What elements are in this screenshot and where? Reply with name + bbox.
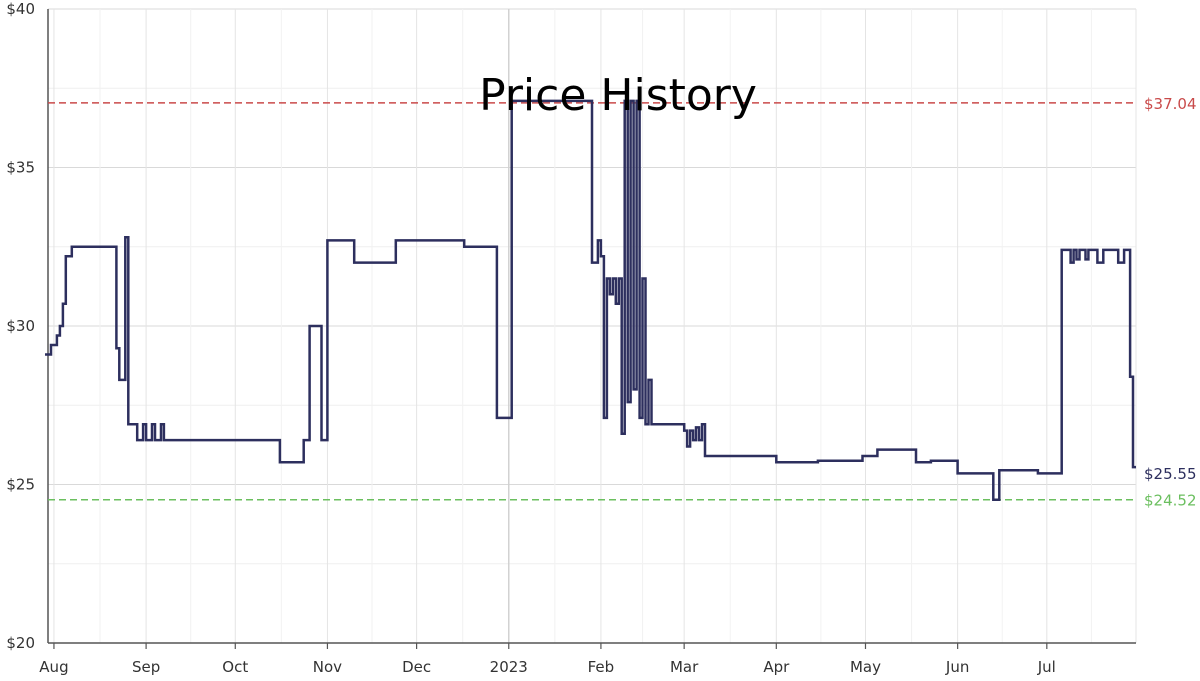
- y-tick-label: $25: [6, 476, 35, 494]
- x-tick-label: Apr: [763, 658, 790, 676]
- y-tick-label: $20: [6, 634, 35, 652]
- y-tick-label: $40: [6, 0, 35, 18]
- current-price-label: $25.55: [1144, 465, 1197, 483]
- x-tick-label: Sep: [132, 658, 160, 676]
- x-tick-label: Aug: [39, 658, 68, 676]
- x-tick-label: Jul: [1037, 658, 1056, 676]
- x-tick-label: Mar: [670, 658, 699, 676]
- y-axis-ticks: $20 $25 $30 $35 $40: [6, 0, 35, 652]
- chart-title: Price History: [479, 70, 757, 121]
- reference-line-label: $24.52: [1144, 492, 1197, 510]
- x-tick-label: Feb: [588, 658, 615, 676]
- y-tick-label: $35: [6, 159, 35, 177]
- x-tick-label: Dec: [402, 658, 431, 676]
- x-axis-ticks: Aug Sep Oct Nov Dec 2023 Feb Mar Apr May Jun Jul: [39, 643, 1056, 676]
- x-tick-label: Oct: [222, 658, 248, 676]
- x-tick-label: May: [850, 658, 881, 676]
- price-series-line: [45, 99, 1136, 501]
- x-tick-label: Jun: [945, 658, 969, 676]
- grid-lines: [48, 8, 1137, 644]
- x-tick-label: 2023: [490, 658, 528, 676]
- x-tick-label: Nov: [313, 658, 342, 676]
- axes: [47, 9, 1136, 644]
- reference-line-label: $37.04: [1144, 95, 1197, 113]
- y-tick-label: $30: [6, 317, 35, 335]
